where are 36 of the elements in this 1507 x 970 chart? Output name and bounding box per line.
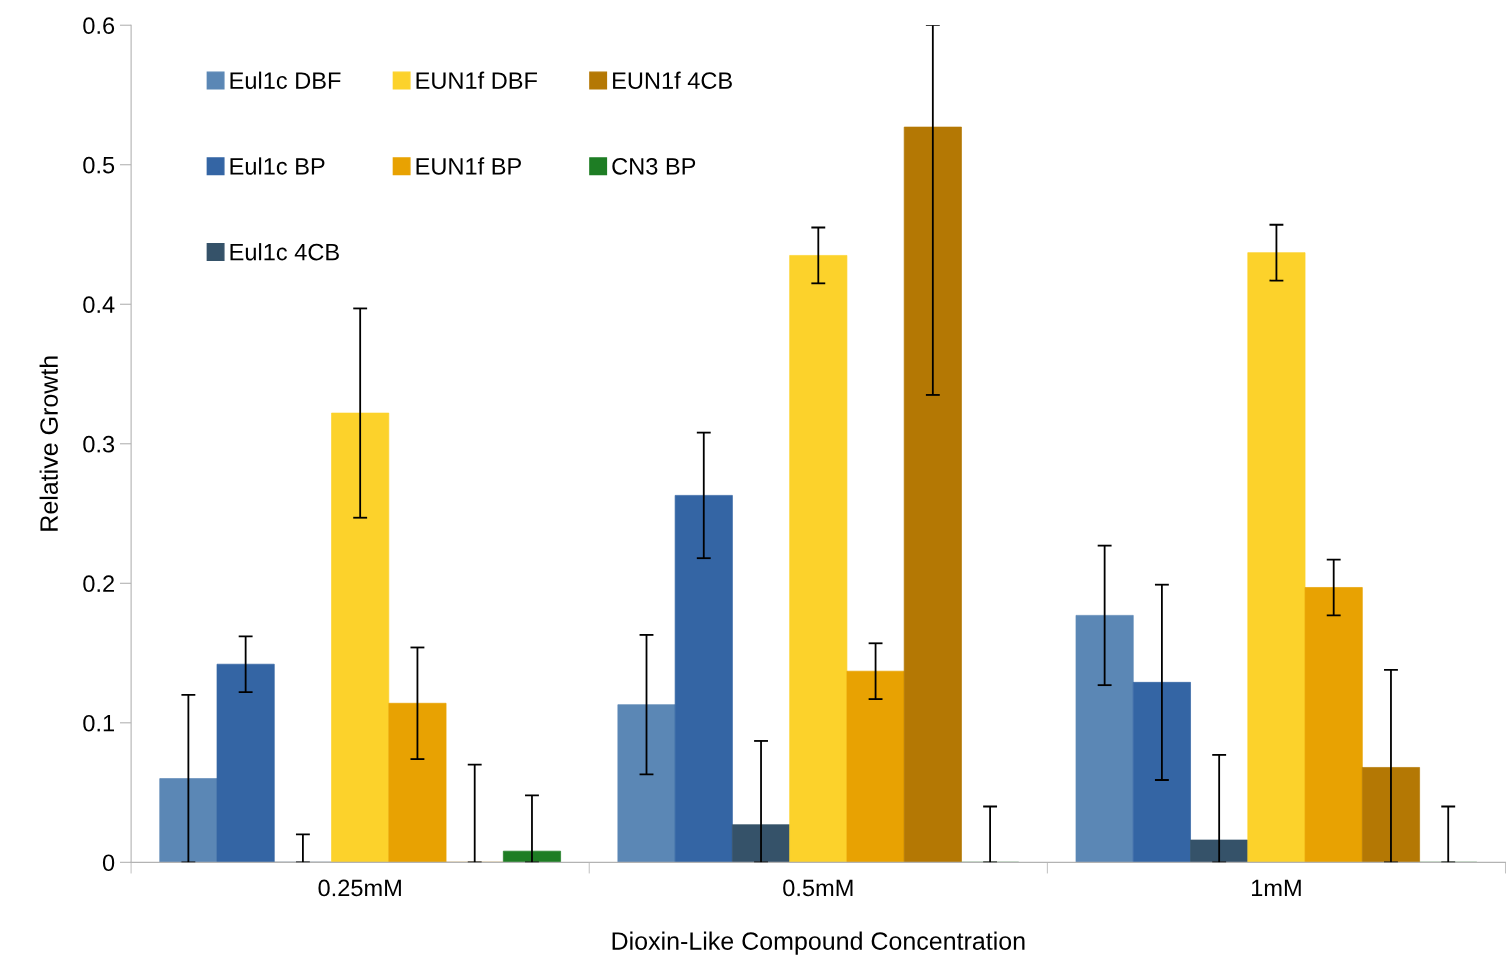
bar bbox=[331, 412, 390, 863]
legend-label: Eul1c BP bbox=[230, 157, 325, 175]
legend-label: EUN1f BP bbox=[416, 157, 521, 175]
legend-label: Eul1c DBF bbox=[230, 71, 341, 89]
bar bbox=[1247, 252, 1306, 863]
bar bbox=[1361, 767, 1420, 863]
bar bbox=[617, 704, 676, 863]
bar bbox=[789, 255, 848, 863]
y-axis-title: Relative Growth bbox=[39, 356, 58, 531]
y-tick-label: 0.5 bbox=[83, 156, 115, 174]
bar bbox=[216, 663, 275, 863]
x-tick-label: 0.25mM bbox=[318, 879, 401, 897]
legend-label: CN3 BP bbox=[612, 157, 696, 175]
y-tick-label: 0.2 bbox=[83, 575, 114, 593]
y-tick-label: 0.1 bbox=[83, 714, 114, 732]
x-tick-label: 1mM bbox=[1252, 879, 1301, 897]
legend-label: EUN1f DBF bbox=[416, 71, 537, 89]
bar bbox=[732, 824, 791, 863]
bar bbox=[502, 850, 561, 863]
legend-label: EUN1f 4CB bbox=[613, 71, 732, 89]
y-tick-label: 0.4 bbox=[83, 296, 115, 314]
y-tick-label: 0.6 bbox=[83, 17, 115, 35]
bar bbox=[846, 670, 905, 863]
y-tick-label: 0 bbox=[102, 854, 115, 872]
bar bbox=[1132, 682, 1191, 863]
bar bbox=[903, 126, 962, 863]
x-tick-label: 0.5mM bbox=[783, 879, 853, 897]
y-tick-label: 0.3 bbox=[83, 435, 115, 453]
bar bbox=[159, 778, 218, 863]
bar bbox=[1190, 839, 1249, 863]
x-axis-title: Dioxin-Like Compound Concentration bbox=[612, 931, 1025, 955]
bar bbox=[674, 495, 733, 863]
bar bbox=[1075, 615, 1134, 863]
bar bbox=[388, 702, 447, 863]
bar bbox=[1304, 587, 1363, 863]
legend-label: Eul1c 4CB bbox=[230, 243, 339, 261]
